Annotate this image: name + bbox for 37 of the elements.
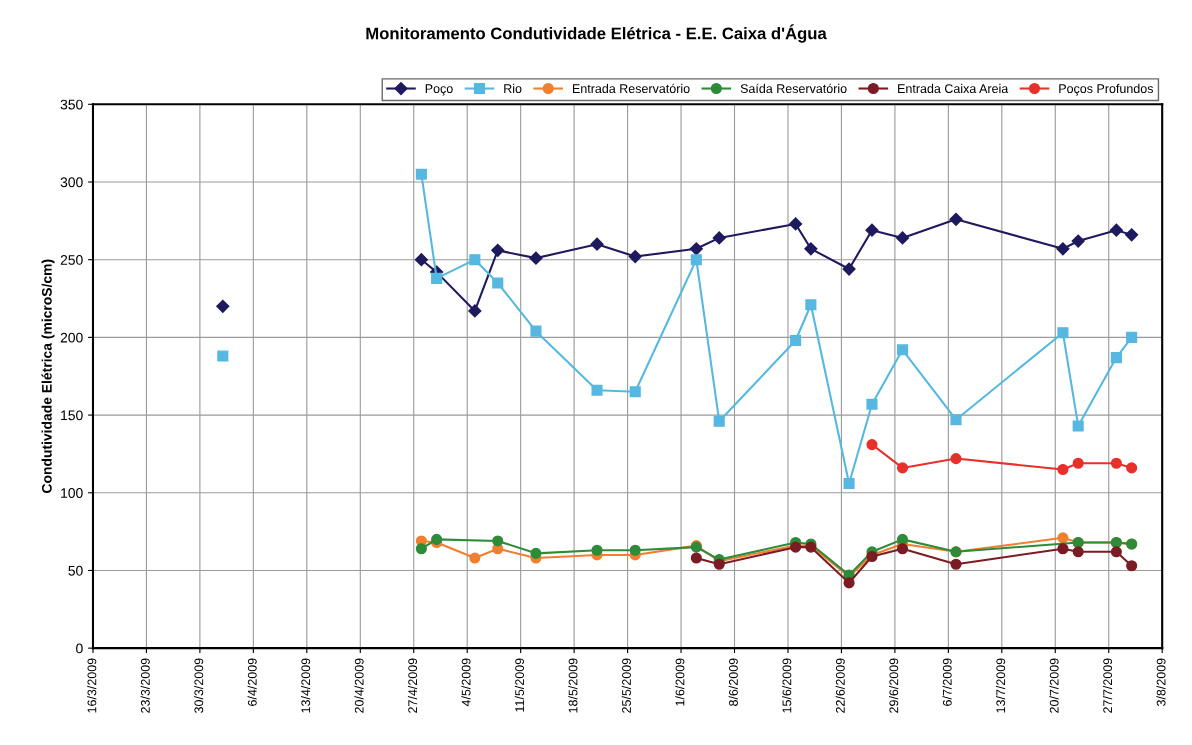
x-tick-label: 27/4/2009 [407,658,418,713]
chart-title: Monitoramento Condutividade Elétrica - E.E. Caixa d'Água [366,24,827,43]
y-tick-label: 0 [76,643,83,654]
x-tick-label: 11/5/2009 [514,658,525,712]
x-tick-label: 13/4/2009 [300,658,311,713]
x-tick-label: 6/4/2009 [247,658,257,706]
y-tick-label: 350 [60,99,83,110]
y-tick-label: 300 [60,177,83,188]
x-tick-label: 3/8/2009 [1156,658,1166,707]
y-axis-title: Condutividade Elétrica (microS/cm) [41,259,55,493]
x-tick-label: 8/6/2009 [728,658,738,706]
x-tick-label: 20/7/2009 [1049,658,1059,713]
x-tick-label: 22/6/2009 [835,658,845,713]
y-tick-label: 250 [60,255,83,265]
x-tick-label: 13/7/2009 [995,658,1006,713]
x-tick-label: 29/6/2009 [889,658,899,713]
legend-label: Entrada Caixa Areia [898,83,1009,94]
x-tick-label: 27/7/2009 [1102,658,1113,713]
y-tick-label: 150 [61,410,83,421]
x-tick-label: 30/3/2009 [194,658,204,713]
legend-label: Saída Reservatório [740,83,847,94]
x-tick-label: 15/6/2009 [782,658,792,713]
x-tick-label: 20/4/2009 [354,658,364,713]
legend-label: Entrada Reservatório [573,83,690,94]
x-tick-label: 6/7/2009 [942,658,952,706]
x-tick-label: 16/3/2009 [87,658,97,713]
x-tick-label: 25/5/2009 [621,658,631,713]
legend-label: Poços Profundos [1059,83,1153,96]
y-tick-label: 100 [61,488,83,498]
y-tick-label: 200 [60,332,83,343]
legend-label: Poço [425,84,453,96]
x-tick-label: 1/6/2009 [675,658,685,706]
x-tick-label: 18/5/2009 [568,658,578,713]
x-tick-label: 4/5/2009 [461,658,471,707]
y-tick-label: 50 [68,565,83,576]
legend-label: Rio [504,83,522,94]
x-tick-label: 23/3/2009 [140,658,150,713]
